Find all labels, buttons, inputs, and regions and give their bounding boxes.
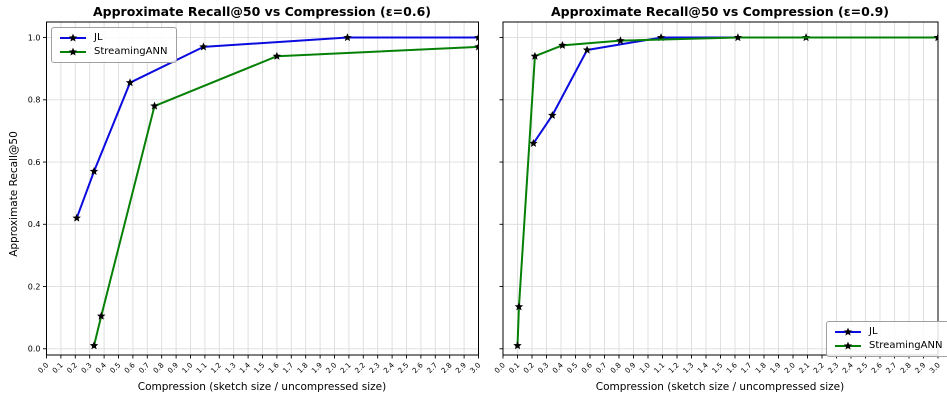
legend: JL StreamingANN [826, 321, 947, 357]
svg-text:1.0: 1.0 [180, 360, 195, 375]
svg-text:2.9: 2.9 [454, 360, 469, 375]
svg-text:2.6: 2.6 [869, 360, 884, 375]
svg-text:0.8: 0.8 [608, 360, 623, 375]
legend-line-icon [835, 327, 861, 336]
svg-text:0.0: 0.0 [492, 360, 507, 375]
svg-text:1.7: 1.7 [281, 361, 295, 375]
legend-label: JL [94, 32, 103, 43]
svg-text:0.2: 0.2 [65, 361, 79, 375]
svg-text:1.4: 1.4 [695, 360, 710, 375]
legend-line-icon [835, 341, 861, 350]
legend-line-icon [60, 47, 86, 56]
legend-label: StreamingANN [94, 46, 168, 57]
svg-text:1.1: 1.1 [652, 361, 666, 375]
svg-text:1.0: 1.0 [28, 33, 41, 42]
star-marker-icon [843, 341, 853, 350]
svg-text:2.9: 2.9 [913, 360, 928, 375]
svg-text:1.8: 1.8 [753, 360, 768, 375]
svg-text:2.1: 2.1 [797, 361, 811, 375]
svg-text:1.6: 1.6 [266, 360, 281, 375]
svg-text:2.3: 2.3 [367, 361, 381, 375]
svg-text:1.8: 1.8 [295, 360, 310, 375]
legend-label: JL [869, 326, 878, 337]
svg-text:2.5: 2.5 [855, 361, 869, 375]
right-x-axis-label: Compression (sketch size / uncompressed … [595, 381, 845, 393]
svg-text:1.5: 1.5 [252, 361, 266, 375]
svg-text:0.4: 0.4 [94, 360, 109, 375]
svg-text:2.8: 2.8 [898, 360, 913, 375]
legend-row-streamingann: StreamingANN [58, 46, 167, 58]
svg-text:2.8: 2.8 [439, 360, 454, 375]
svg-text:1.0: 1.0 [637, 360, 652, 375]
legend-row-streamingann: StreamingANN [833, 340, 942, 352]
svg-text:0.7: 0.7 [137, 361, 151, 375]
svg-text:1.5: 1.5 [710, 361, 724, 375]
svg-text:0.6: 0.6 [579, 360, 594, 375]
svg-text:1.1: 1.1 [194, 361, 208, 375]
svg-text:0.5: 0.5 [108, 361, 122, 375]
svg-text:0.1: 0.1 [507, 361, 521, 375]
svg-text:0.5: 0.5 [565, 361, 579, 375]
star-marker-icon [68, 33, 78, 42]
svg-text:2.5: 2.5 [396, 361, 410, 375]
svg-text:0.9: 0.9 [623, 360, 638, 375]
right-plot-title: Approximate Recall@50 vs Compression (ε=… [550, 4, 890, 19]
svg-text:2.7: 2.7 [425, 361, 439, 375]
svg-text:0.2: 0.2 [521, 361, 535, 375]
svg-text:0.9: 0.9 [166, 360, 181, 375]
svg-text:2.1: 2.1 [338, 361, 352, 375]
svg-text:0.6: 0.6 [122, 360, 137, 375]
svg-text:0.8: 0.8 [151, 360, 166, 375]
left-x-axis-label: Compression (sketch size / uncompressed … [137, 381, 387, 393]
svg-text:2.0: 2.0 [782, 360, 797, 375]
svg-text:1.2: 1.2 [209, 361, 223, 375]
svg-text:2.6: 2.6 [410, 360, 425, 375]
svg-text:1.7: 1.7 [739, 361, 753, 375]
svg-text:0.4: 0.4 [28, 220, 41, 229]
svg-text:1.3: 1.3 [681, 361, 695, 375]
svg-text:0.6: 0.6 [28, 158, 41, 167]
legend-row-jl: JL [833, 326, 942, 338]
svg-text:1.3: 1.3 [223, 361, 237, 375]
svg-text:1.4: 1.4 [238, 360, 253, 375]
svg-text:0.0: 0.0 [36, 360, 51, 375]
svg-text:2.2: 2.2 [811, 361, 825, 375]
svg-text:0.8: 0.8 [28, 96, 41, 105]
svg-text:3.0: 3.0 [468, 360, 483, 375]
legend: JL StreamingANN [51, 27, 178, 63]
svg-text:0.3: 0.3 [79, 361, 93, 375]
star-marker-icon [68, 47, 78, 56]
svg-text:1.6: 1.6 [724, 360, 739, 375]
left-plot-title: Approximate Recall@50 vs Compression (ε=… [92, 4, 432, 19]
svg-text:2.2: 2.2 [353, 361, 367, 375]
legend-line-icon [60, 33, 86, 42]
svg-text:2.0: 2.0 [324, 360, 339, 375]
svg-text:2.4: 2.4 [382, 360, 397, 375]
svg-text:1.2: 1.2 [666, 361, 680, 375]
svg-text:2.4: 2.4 [840, 360, 855, 375]
svg-text:3.0: 3.0 [927, 360, 942, 375]
svg-text:1.9: 1.9 [768, 360, 783, 375]
svg-text:0.3: 0.3 [536, 361, 550, 375]
svg-text:0.1: 0.1 [50, 361, 64, 375]
svg-text:0.4: 0.4 [550, 360, 565, 375]
svg-text:2.7: 2.7 [884, 361, 898, 375]
svg-text:2.3: 2.3 [826, 361, 840, 375]
svg-text:1.9: 1.9 [310, 360, 325, 375]
svg-text:0.0: 0.0 [28, 345, 41, 354]
svg-text:0.2: 0.2 [28, 282, 41, 291]
legend-label: StreamingANN [869, 340, 943, 351]
legend-row-jl: JL [58, 32, 167, 44]
svg-text:0.7: 0.7 [594, 361, 608, 375]
star-marker-icon [843, 327, 853, 336]
